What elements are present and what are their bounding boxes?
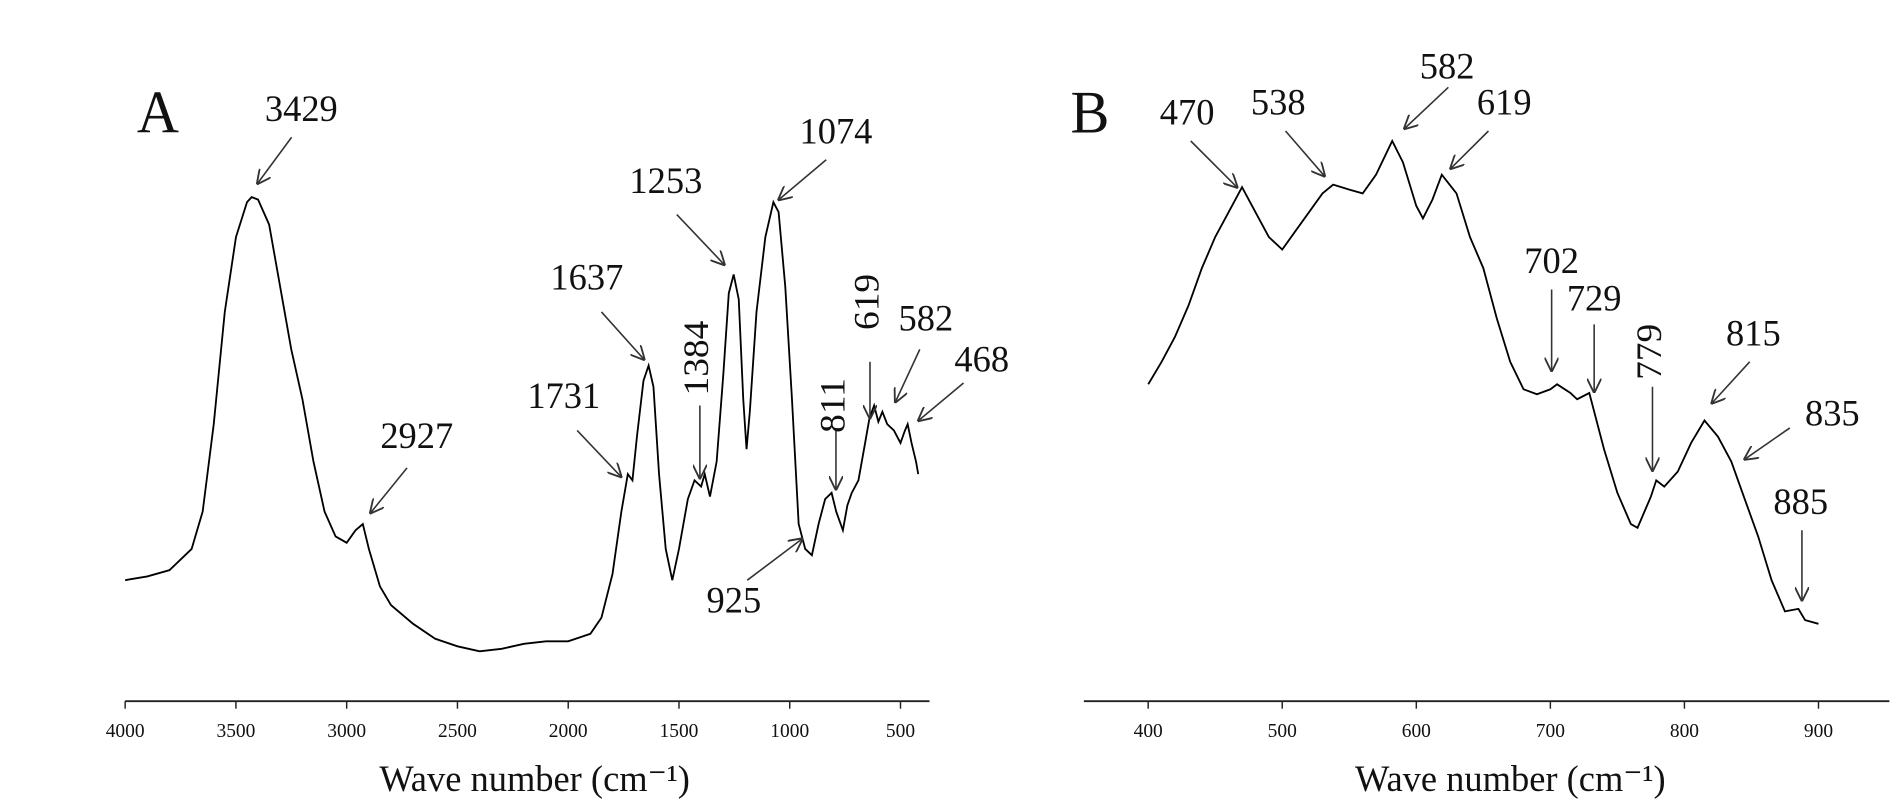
annotation-arrow [1405,86,1449,128]
x-tick-label: 700 [1536,720,1565,742]
annotation-label: 538 [1251,81,1306,123]
panel-label: B [1070,79,1109,146]
annotation-label: 3429 [265,87,338,129]
x-tick-label: 3000 [327,720,366,742]
annotation-arrow [1190,140,1237,187]
x-tick-label: 500 [886,720,915,742]
annotation-label: 619 [1477,81,1532,123]
annotation-arrow [919,382,965,420]
annotation-label: 2927 [380,414,453,456]
annotation-label: 470 [1160,91,1215,133]
x-tick-label: 2000 [549,720,588,742]
x-axis-label: Wave number (cm⁻¹) [1355,757,1666,800]
x-tick-label: 2500 [438,720,477,742]
annotation-label: 582 [899,297,954,339]
annotation-label: 885 [1773,480,1828,522]
annotation-label: 815 [1726,312,1781,354]
annotation-label: 468 [954,338,1009,380]
annotation-arrow [676,214,724,265]
annotation-arrow [371,467,408,513]
spectrum-line [1147,138,1819,625]
annotation-label: 619 [846,274,886,330]
annotation-label: 1637 [550,256,623,298]
panel-label: A [137,79,179,146]
annotation-arrow [600,311,644,359]
annotation-label: 702 [1524,240,1579,282]
x-axis-label: Wave number (cm⁻¹) [379,757,690,800]
annotation-label: 1074 [800,110,873,152]
annotation-label: 811 [812,378,852,433]
x-tick-label: 500 [1268,720,1297,742]
annotation-arrow [1745,427,1791,459]
annotation-arrow [1284,130,1325,176]
annotation-arrow [1451,130,1489,168]
annotation-label: 835 [1805,392,1860,434]
annotation-arrow [258,136,293,183]
annotation-label: 729 [1567,277,1622,319]
annotation-label: 1253 [629,160,702,202]
annotation-arrow [746,539,802,581]
annotation-label: 582 [1420,45,1475,87]
annotation-arrow [779,159,827,200]
x-tick-label: 1000 [770,720,809,742]
x-tick-label: 400 [1134,720,1163,742]
x-tick-label: 600 [1402,720,1431,742]
annotation-label: 1731 [527,374,600,416]
spectrum-line [125,196,920,653]
x-tick-label: 3500 [216,720,255,742]
annotation-label: 779 [1628,324,1668,380]
annotation-label: 1384 [676,321,716,396]
annotation-arrow [576,429,621,476]
annotation-arrow [895,349,921,401]
x-tick-label: 800 [1670,720,1699,742]
annotation-arrow [1712,361,1751,403]
x-tick-label: 900 [1804,720,1833,742]
annotation-label: 925 [707,579,762,621]
x-tick-label: 4000 [106,720,145,742]
x-tick-label: 1500 [660,720,699,742]
